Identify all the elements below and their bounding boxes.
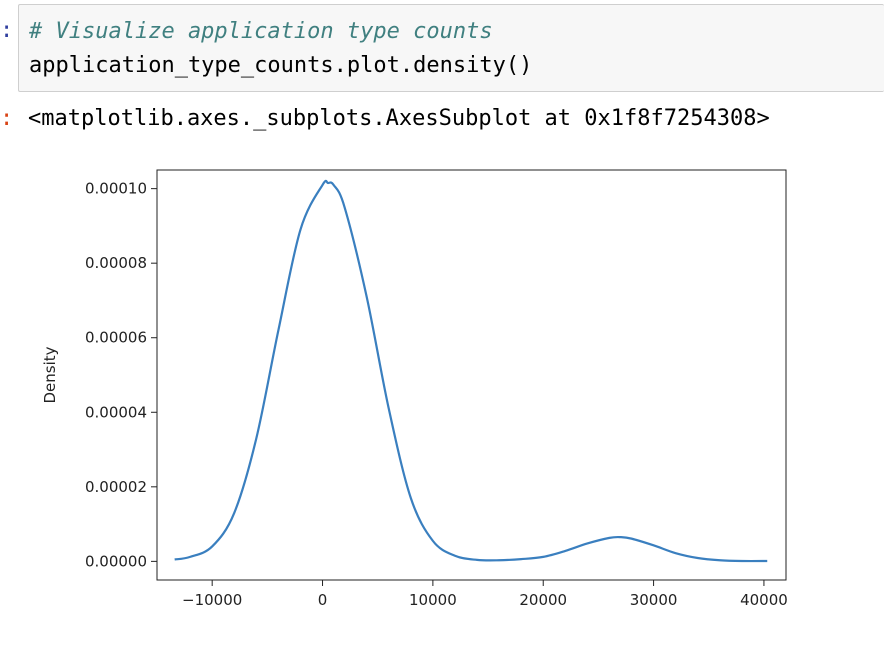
density-chart: −10000 0 10000 20000 30000 40000 0.00000 0.0000… [41,169,788,609]
y-tick-label: 0.00002 [85,478,147,496]
plot-area: −10000 0 10000 20000 30000 40000 0.00000 0.0000… [41,169,788,609]
x-tick-label: 0 [318,591,328,609]
output-prompt: : [0,106,14,131]
y-tick-label: 0.00006 [85,329,147,347]
x-tick-label: 10000 [409,591,457,609]
density-line [174,179,768,563]
y-tick-label: 0.00004 [85,403,147,421]
y-tick-label: 0.00000 [85,552,147,570]
axes-frame [156,169,787,581]
y-tick-label: 0.00010 [85,180,147,198]
code-statement: application_type_counts.plot.density() [29,53,533,78]
x-tick-label: −10000 [182,591,242,609]
output-repr: <matplotlib.axes._subplots.AxesSubplot a… [28,106,770,131]
x-tick-label: 30000 [630,591,678,609]
input-prompt: : [0,18,14,43]
y-tick-label: 0.00008 [85,254,147,272]
x-tick-label: 20000 [519,591,567,609]
code-input-area[interactable]: # Visualize application type counts appl… [18,4,884,92]
x-tick-label: 40000 [740,591,788,609]
code-comment: # Visualize application type counts [29,19,493,44]
y-axis-label: Density [41,346,59,403]
